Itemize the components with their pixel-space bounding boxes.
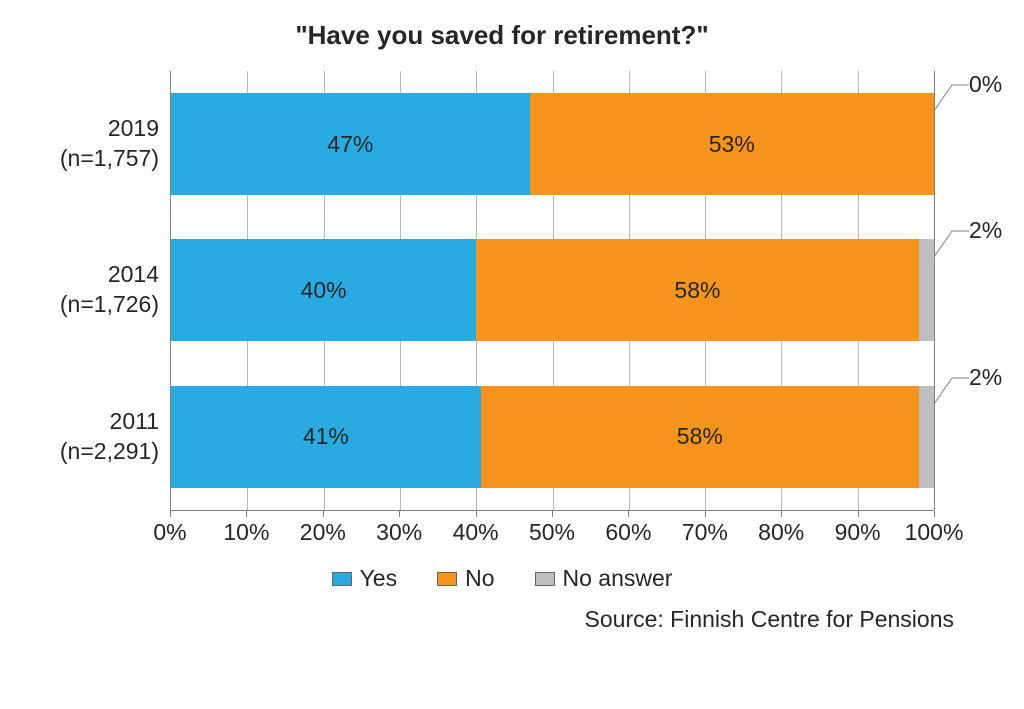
- x-tick-label: 90%: [835, 519, 881, 546]
- legend-swatch: [332, 572, 352, 586]
- x-tick-label: 0%: [153, 519, 186, 546]
- segment-value: 41%: [303, 423, 349, 450]
- x-tick-label: 30%: [376, 519, 422, 546]
- x-tick-label: 80%: [758, 519, 804, 546]
- callout-label: 0%: [969, 71, 1002, 98]
- callout-line: [934, 374, 974, 414]
- callout-label: 2%: [969, 217, 1002, 244]
- segment-value: 47%: [327, 131, 373, 158]
- x-tick-label: 70%: [682, 519, 728, 546]
- legend-label: No answer: [563, 565, 673, 592]
- legend-item-noanswer: No answer: [535, 565, 673, 592]
- bar-row: 2019 (n=1,757) 47% 53% 0%: [171, 93, 934, 195]
- y-label-n: (n=1,726): [60, 291, 159, 317]
- source-text: Source: Finnish Centre for Pensions: [40, 606, 964, 633]
- bar-segment-noanswer: [919, 386, 934, 488]
- y-label-n: (n=2,291): [60, 438, 159, 464]
- bar-segment-no: 58%: [476, 239, 919, 341]
- x-tick-label: 50%: [529, 519, 575, 546]
- bar-segment-yes: 41%: [171, 386, 481, 488]
- x-axis: 0%10%20%30%40%50%60%70%80%90%100%: [170, 511, 934, 541]
- x-tick-label: 60%: [605, 519, 651, 546]
- segment-value: 40%: [301, 277, 347, 304]
- legend: Yes No No answer: [40, 565, 964, 592]
- bar-segment-no: 53%: [530, 93, 934, 195]
- bar-segment-no: 58%: [481, 386, 919, 488]
- legend-swatch: [535, 572, 555, 586]
- segment-value: 58%: [674, 277, 720, 304]
- legend-item-no: No: [437, 565, 494, 592]
- y-axis-label: 2014 (n=1,726): [60, 261, 171, 321]
- legend-swatch: [437, 572, 457, 586]
- y-label-year: 2019: [108, 115, 159, 141]
- plot-area: 2019 (n=1,757) 47% 53% 0% 2014 (n=1,726)…: [170, 71, 934, 511]
- bar-segment-noanswer: [919, 239, 934, 341]
- bars-wrap: 2019 (n=1,757) 47% 53% 0% 2014 (n=1,726)…: [171, 71, 934, 510]
- y-label-year: 2014: [108, 262, 159, 288]
- x-tick-label: 20%: [300, 519, 346, 546]
- callout-line: [934, 227, 974, 267]
- legend-label: Yes: [360, 565, 398, 592]
- y-axis-label: 2019 (n=1,757): [60, 114, 171, 174]
- bar-row: 2011 (n=2,291) 41% 58% 2%: [171, 386, 934, 488]
- bar-segment-yes: 47%: [171, 93, 530, 195]
- bar-segment-yes: 40%: [171, 239, 476, 341]
- callout-label: 2%: [969, 364, 1002, 391]
- chart-title: "Have you saved for retirement?": [40, 20, 964, 51]
- legend-item-yes: Yes: [332, 565, 398, 592]
- callout-line: [934, 81, 974, 121]
- y-label-year: 2011: [110, 408, 159, 434]
- x-tick-label: 40%: [453, 519, 499, 546]
- legend-label: No: [465, 565, 494, 592]
- y-axis-label: 2011 (n=2,291): [60, 407, 171, 467]
- x-tick-label: 100%: [905, 519, 964, 546]
- segment-value: 58%: [677, 423, 723, 450]
- bar-row: 2014 (n=1,726) 40% 58% 2%: [171, 239, 934, 341]
- y-label-n: (n=1,757): [60, 145, 159, 171]
- x-tick-label: 10%: [223, 519, 269, 546]
- segment-value: 53%: [709, 131, 755, 158]
- chart-container: "Have you saved for retirement?" 2019 (n…: [0, 0, 1024, 709]
